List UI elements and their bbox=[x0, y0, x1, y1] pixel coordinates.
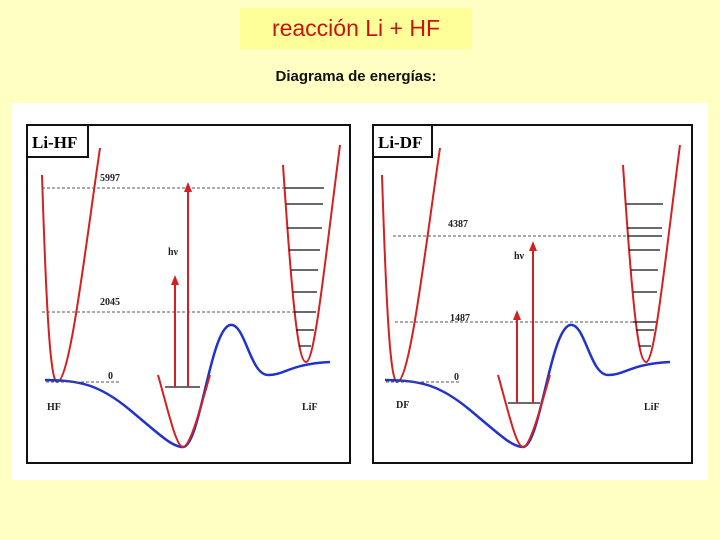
energy-label: 0 bbox=[454, 372, 459, 383]
panel-label: Li-DF bbox=[378, 133, 422, 152]
energy-label: 5997 bbox=[100, 173, 120, 184]
molecule-label: DF bbox=[396, 400, 409, 411]
molecule-label: LiF bbox=[302, 402, 318, 413]
panel-label: Li-HF bbox=[32, 133, 77, 152]
panel-right: Li-DF 4387 hν 1487 0 DF LiF bbox=[372, 124, 693, 464]
molecule-label: HF bbox=[47, 402, 61, 413]
energy-label: 0 bbox=[108, 371, 113, 382]
diagram-area bbox=[12, 103, 708, 480]
subtitle: Diagrama de energías: bbox=[276, 68, 437, 85]
title: reacción Li + HF bbox=[272, 15, 440, 41]
molecule-label: LiF bbox=[644, 402, 660, 413]
energy-label: 4387 bbox=[448, 219, 468, 230]
photon-label: hν bbox=[168, 247, 179, 258]
photon-label: hν bbox=[514, 251, 525, 262]
title-box bbox=[240, 8, 472, 49]
energy-label: 2045 bbox=[100, 297, 120, 308]
panel-left: Li-HF 5997 hν 2045 0 HF LiF bbox=[26, 124, 351, 464]
energy-label: 1487 bbox=[450, 313, 470, 324]
